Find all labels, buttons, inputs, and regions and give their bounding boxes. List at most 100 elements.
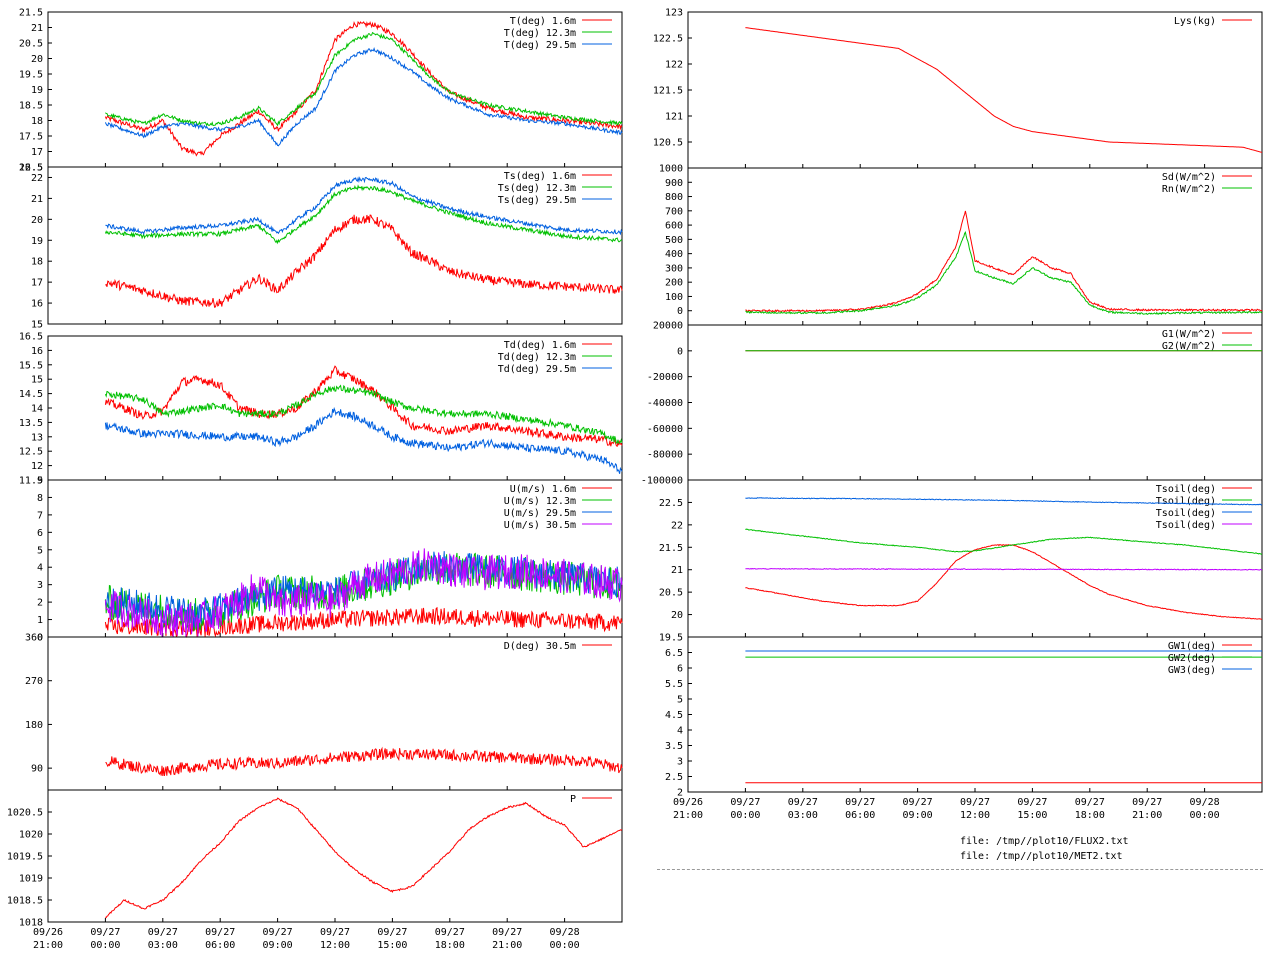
x-tick-time: 15:00 <box>1017 810 1047 821</box>
legend-label: Td(deg) 29.5m <box>498 364 576 375</box>
series-line <box>745 528 1263 555</box>
y-tick-label: 180 <box>25 720 43 731</box>
legend-label: Ts(deg) 29.5m <box>498 195 576 206</box>
x-tick-time: 00:00 <box>1190 810 1220 821</box>
file-label-met: file: /tmp//plot10/MET2.txt <box>960 851 1123 862</box>
legend-label: T(deg) 1.6m <box>510 16 576 27</box>
legend-label: Tsoil(deg) <box>1156 508 1216 519</box>
y-tick-label: 100 <box>665 292 683 303</box>
file-label-flux: file: /tmp//plot10/FLUX2.txt <box>960 836 1129 847</box>
y-tick-label: 15 <box>31 320 43 331</box>
y-tick-label: 900 <box>665 178 683 189</box>
legend-label: GW1(deg) <box>1168 641 1216 652</box>
series-line <box>105 31 623 127</box>
x-tick-time: 12:00 <box>960 810 990 821</box>
y-tick-label: 20 <box>31 54 43 65</box>
series-line <box>745 567 1263 571</box>
y-tick-label: 1020 <box>19 830 43 841</box>
legend-label: T(deg) 12.3m <box>504 28 576 39</box>
series-line <box>745 210 1263 313</box>
y-tick-label: 1018 <box>19 918 43 929</box>
y-tick-label: 16 <box>31 346 43 357</box>
y-tick-label: -20000 <box>647 372 683 383</box>
x-tick-time: 09:00 <box>263 940 293 951</box>
y-tick-label: 16.5 <box>19 163 43 174</box>
y-tick-label: 123 <box>665 8 683 19</box>
x-tick-date: 09/27 <box>263 927 293 938</box>
panel-td: 11.5 12 12.5 13 13.5 14 14.5 15 15.5 16 16.5 Td(deg… <box>19 332 623 487</box>
y-tick-label: 1020.5 <box>7 808 43 819</box>
series-line <box>104 384 623 444</box>
y-tick-label: 1019 <box>19 874 43 885</box>
series-line <box>745 544 1263 620</box>
y-tick-label: 4 <box>37 563 43 574</box>
x-tick-date: 09/27 <box>148 927 178 938</box>
legend-label: Tsoil(deg) <box>1156 496 1216 507</box>
y-tick-label: 20.5 <box>19 39 43 50</box>
y-tick-label: 0 <box>37 633 43 644</box>
y-tick-label: 14 <box>31 404 43 415</box>
x-tick-date: 09/27 <box>730 797 760 808</box>
y-tick-label: 21 <box>31 194 43 205</box>
y-tick-label: 19.5 <box>19 70 43 81</box>
x-tick-date: 09/27 <box>90 927 120 938</box>
y-tick-label: 600 <box>665 221 683 232</box>
y-tick-label: 22.5 <box>659 498 683 509</box>
panel-t: 16.5 17 17.5 18 18.5 19 19.5 20 20.5 21 21.5 T(deg)… <box>19 8 623 174</box>
y-tick-label: 300 <box>665 263 683 274</box>
legend-label: U(m/s) 29.5m <box>504 508 576 519</box>
y-tick-label: 120.5 <box>653 138 683 149</box>
y-tick-label: 122.5 <box>653 34 683 45</box>
series-line <box>105 746 623 776</box>
y-tick-label: 12.5 <box>19 447 43 458</box>
x-tick-time: 03:00 <box>788 810 818 821</box>
legend-label: Td(deg) 12.3m <box>498 352 576 363</box>
file-list: file: /tmp//plot10/FLUX2.txt file: /tmp/… <box>960 834 1129 864</box>
x-tick-date: 09/27 <box>492 927 522 938</box>
y-tick-label: 5 <box>37 545 43 556</box>
y-tick-label: 3 <box>677 757 683 768</box>
y-tick-label: 22 <box>671 520 683 531</box>
y-tick-label: 14.5 <box>19 389 43 400</box>
y-tick-label: 21.5 <box>19 8 43 19</box>
y-tick-label: 9 <box>37 476 43 487</box>
panel-p: 1018 1018.5 1019 1019.5 1020 1020.5 P <box>7 789 623 929</box>
x-tick-time: 00:00 <box>730 810 760 821</box>
x-tick-time: 15:00 <box>377 940 407 951</box>
legend-label: GW3(deg) <box>1168 665 1216 676</box>
y-tick-label: 17 <box>31 278 43 289</box>
y-tick-label: -60000 <box>647 424 683 435</box>
y-tick-label: 17 <box>31 147 43 158</box>
x-tick-date: 09/27 <box>205 927 235 938</box>
y-tick-label: 0 <box>677 306 683 317</box>
y-tick-label: 5 <box>677 695 683 706</box>
y-tick-label: 16 <box>31 299 43 310</box>
y-tick-label: 13.5 <box>19 418 43 429</box>
y-tick-label: -80000 <box>647 450 683 461</box>
y-tick-label: 21 <box>671 565 683 576</box>
x-tick-date: 09/27 <box>1132 797 1162 808</box>
y-tick-label: 20.5 <box>659 588 683 599</box>
legend-label: D(deg) 30.5m <box>504 641 576 652</box>
panel-gw: 2 2.5 3 3.5 4 4.5 5 5.5 6 6.5 GW1(deg)GW2(deg)GW3(… <box>665 636 1263 799</box>
x-tick-time: 21:00 <box>1132 810 1162 821</box>
series-line <box>745 27 1263 153</box>
x-tick-date: 09/26 <box>33 927 63 938</box>
x-tick-date: 09/27 <box>903 797 933 808</box>
y-tick-label: 16.5 <box>19 332 43 343</box>
series-line <box>745 497 1263 506</box>
series-line <box>105 214 623 308</box>
y-tick-label: 2 <box>37 598 43 609</box>
legend-label: P <box>570 794 576 805</box>
y-tick-label: 11.5 <box>19 476 43 487</box>
y-tick-label: 360 <box>25 633 43 644</box>
y-tick-label: 19 <box>31 85 43 96</box>
legend-label: GW2(deg) <box>1168 653 1216 664</box>
x-tick-date: 09/27 <box>845 797 875 808</box>
legend-label: Td(deg) 1.6m <box>504 340 576 351</box>
series-line <box>104 406 623 474</box>
y-tick-label: 1019.5 <box>7 852 43 863</box>
legend-label: U(m/s) 12.3m <box>504 496 576 507</box>
